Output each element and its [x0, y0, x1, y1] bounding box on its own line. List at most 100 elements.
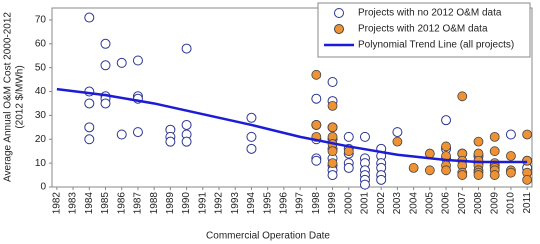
y-tick-label: 20 [35, 134, 47, 145]
y-axis-label: (2012 $/MWh) [15, 65, 26, 128]
scatter-point [181, 136, 192, 147]
scatter-point [246, 143, 257, 154]
y-tick-label: 10 [35, 158, 47, 169]
x-tick-label: 1987 [133, 192, 144, 215]
scatter-point [441, 115, 452, 126]
x-tick-label: 1983 [68, 192, 79, 215]
y-tick-label: 40 [35, 86, 47, 97]
scatter-point [165, 136, 176, 147]
scatter-point [327, 122, 338, 133]
x-tick-label: 2004 [408, 192, 419, 215]
scatter-point [84, 12, 95, 23]
y-tick-label: 60 [35, 38, 47, 49]
x-tick-label: 2006 [441, 192, 452, 215]
scatter-point [116, 57, 127, 68]
x-tick-label: 1986 [116, 192, 127, 215]
scatter-point [116, 129, 127, 140]
x-tick-label: 2005 [424, 192, 435, 215]
y-tick-label: 70 [35, 15, 47, 26]
x-tick-label: 2010 [506, 192, 517, 215]
scatter-point [408, 163, 419, 173]
scatter-point [327, 158, 338, 169]
x-tick-label: 1998 [311, 192, 322, 215]
scatter-point [181, 119, 192, 130]
x-tick-label: 1988 [149, 192, 160, 215]
scatter-point [359, 179, 370, 190]
x-tick-label: 1994 [246, 192, 257, 215]
scatter-point [311, 93, 322, 104]
scatter-point [505, 129, 516, 140]
x-tick-label: 1993 [230, 192, 241, 215]
scatter-point [441, 165, 451, 176]
legend-swatch [334, 24, 344, 34]
scatter-point [457, 170, 468, 180]
x-tick-label: 1985 [100, 192, 111, 215]
scatter-point [311, 69, 322, 80]
scatter-point [506, 167, 516, 178]
legend-label: Projects with no 2012 O&M data [358, 8, 502, 19]
scatter-point [392, 136, 403, 147]
scatter-point [489, 131, 500, 142]
x-tick-label: 2011 [522, 192, 533, 214]
scatter-point [327, 76, 338, 87]
x-tick-label: 2002 [376, 192, 387, 215]
scatter-point [327, 100, 338, 111]
scatter-point [246, 112, 257, 123]
scatter-point [132, 127, 143, 138]
x-tick-label: 2003 [392, 192, 403, 215]
scatter-point [489, 146, 500, 157]
y-tick-label: 50 [35, 62, 47, 73]
scatter-point [246, 131, 257, 142]
x-tick-label: 2001 [360, 192, 371, 215]
legend-box [317, 2, 531, 58]
scatter-point [327, 146, 338, 157]
legend-label: Polynomial Trend Line (all projects) [358, 40, 514, 51]
x-tick-label: 2000 [343, 192, 354, 215]
scatter-point [522, 174, 533, 185]
trend-line [56, 87, 528, 164]
x-tick-label: 1982 [52, 192, 63, 215]
x-tick-label: 1991 [197, 192, 208, 215]
x-tick-label: 1996 [279, 192, 290, 215]
scatter-point [392, 127, 403, 138]
x-tick-label: 2009 [489, 192, 500, 215]
x-tick-label: 1990 [181, 192, 192, 215]
scatter-point [424, 165, 435, 176]
scatter-point [100, 98, 111, 109]
scatter-point [473, 136, 484, 147]
x-tick-label: 2007 [457, 192, 468, 215]
scatter-point [343, 131, 354, 142]
scatter-point [100, 38, 111, 49]
x-tick-label: 2008 [473, 192, 484, 215]
scatter-point [84, 134, 95, 145]
scatter-point [522, 129, 533, 140]
legend-swatch [334, 8, 344, 18]
scatter-point [181, 43, 192, 54]
y-axis-label: Average Annual O&M Cost 2000-2012 [3, 12, 14, 182]
scatter-point [489, 170, 500, 180]
x-tick-label: 1989 [165, 192, 176, 215]
plot-area [51, 7, 533, 188]
scatter-point [100, 60, 111, 71]
scatter-point [132, 55, 143, 66]
scatter-point [473, 170, 484, 180]
scatter-point [311, 120, 322, 130]
x-tick-label: 1997 [295, 192, 306, 215]
scatter-point [441, 141, 451, 152]
x-axis-label: Commercial Operation Date [206, 231, 330, 242]
x-tick-label: 1995 [262, 192, 273, 215]
scatter-point [84, 98, 95, 109]
y-tick-label: 0 [40, 182, 46, 193]
scatter-point [84, 122, 95, 133]
legend-label: Projects with 2012 O&M data [358, 24, 488, 35]
scatter-point [311, 155, 322, 166]
y-tick-label: 30 [35, 110, 47, 121]
scatter-point [376, 174, 387, 185]
x-tick-label: 1984 [84, 192, 95, 215]
scatter-point [506, 151, 516, 161]
x-tick-label: 1992 [214, 192, 225, 215]
scatter-point [327, 170, 338, 181]
scatter-point [457, 91, 468, 102]
x-tick-label: 1999 [327, 192, 338, 215]
